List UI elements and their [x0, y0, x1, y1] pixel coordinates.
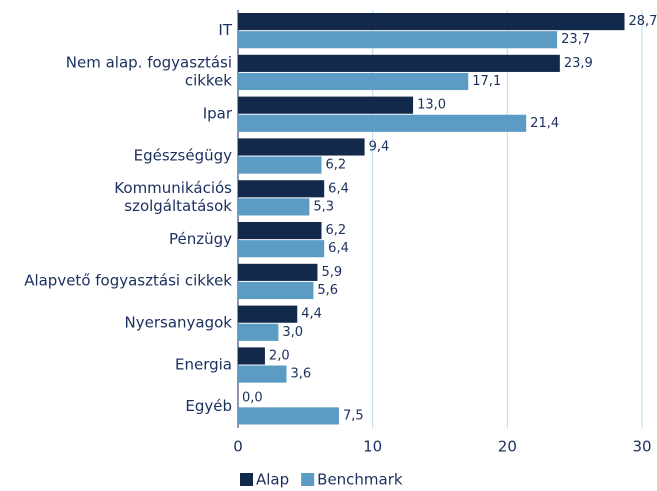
category-label: Kommunikációs szolgáltatások: [114, 179, 232, 215]
bar: [238, 156, 322, 174]
value-label: 4,4: [301, 307, 322, 322]
value-label: 0,0: [242, 390, 263, 405]
value-label: 6,2: [325, 223, 346, 238]
bar: [238, 31, 558, 49]
bar: [238, 323, 279, 341]
bar: [238, 407, 339, 425]
legend-swatch: [301, 473, 315, 486]
value-label: 5,3: [313, 199, 334, 214]
value-label: 21,4: [530, 116, 559, 131]
bar: [238, 222, 322, 240]
category-label: Pénzügy: [169, 229, 232, 247]
value-label: 3,0: [282, 325, 303, 340]
legend-label: Benchmark: [317, 471, 403, 489]
value-label: 5,9: [321, 265, 342, 280]
value-label: 23,9: [564, 56, 593, 71]
value-label: 6,4: [328, 241, 349, 256]
bar: [238, 114, 527, 132]
bar: [238, 240, 325, 258]
category-label: IT: [218, 20, 232, 38]
category-label: Egyéb: [185, 397, 232, 415]
value-label: 3,6: [290, 367, 311, 382]
x-tick-label: 0: [233, 438, 243, 456]
bar: [238, 263, 318, 281]
bar: [238, 198, 310, 216]
bar: [238, 347, 265, 365]
x-tick-label: 10: [363, 438, 382, 456]
bar: [238, 365, 287, 383]
value-label: 28,7: [628, 14, 657, 29]
bar: [238, 281, 314, 300]
category-label: Nyersanyagok: [125, 313, 233, 331]
value-label: 6,2: [325, 158, 346, 173]
bar: [238, 138, 365, 156]
category-label: Ipar: [203, 104, 233, 122]
value-label: 6,4: [328, 181, 349, 196]
x-tick-label: 30: [632, 438, 651, 456]
category-label: Nem alap. fogyasztási cikkek: [66, 53, 233, 89]
bar: [238, 96, 414, 114]
value-label: 5,6: [317, 283, 338, 298]
bar: [238, 13, 625, 31]
value-label: 13,0: [417, 98, 446, 113]
value-label: 17,1: [472, 74, 501, 89]
legend-swatch: [240, 473, 253, 486]
category-label: Alapvető fogyasztási cikkek: [24, 271, 232, 289]
bar: [238, 54, 560, 72]
bar: [238, 305, 298, 323]
value-label: 2,0: [269, 348, 290, 363]
category-label: Energia: [175, 355, 232, 373]
value-label: 23,7: [561, 32, 590, 47]
value-label: 9,4: [369, 139, 390, 154]
legend-label: Alap: [256, 471, 289, 489]
bar: [238, 180, 325, 198]
bar: [238, 72, 469, 91]
value-label: 7,5: [343, 408, 364, 423]
category-label: Egészségügy: [134, 146, 233, 164]
x-tick-label: 20: [498, 438, 517, 456]
